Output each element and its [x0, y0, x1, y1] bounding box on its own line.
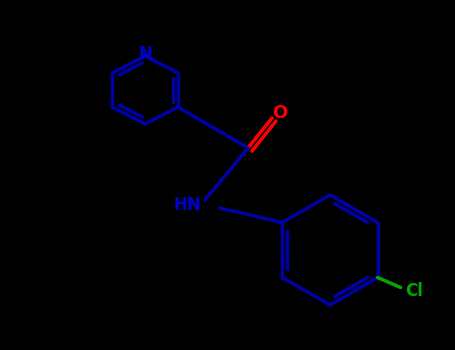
Text: HN: HN — [173, 196, 201, 214]
Text: Cl: Cl — [404, 282, 423, 301]
Text: O: O — [273, 104, 288, 122]
Text: N: N — [138, 45, 152, 63]
